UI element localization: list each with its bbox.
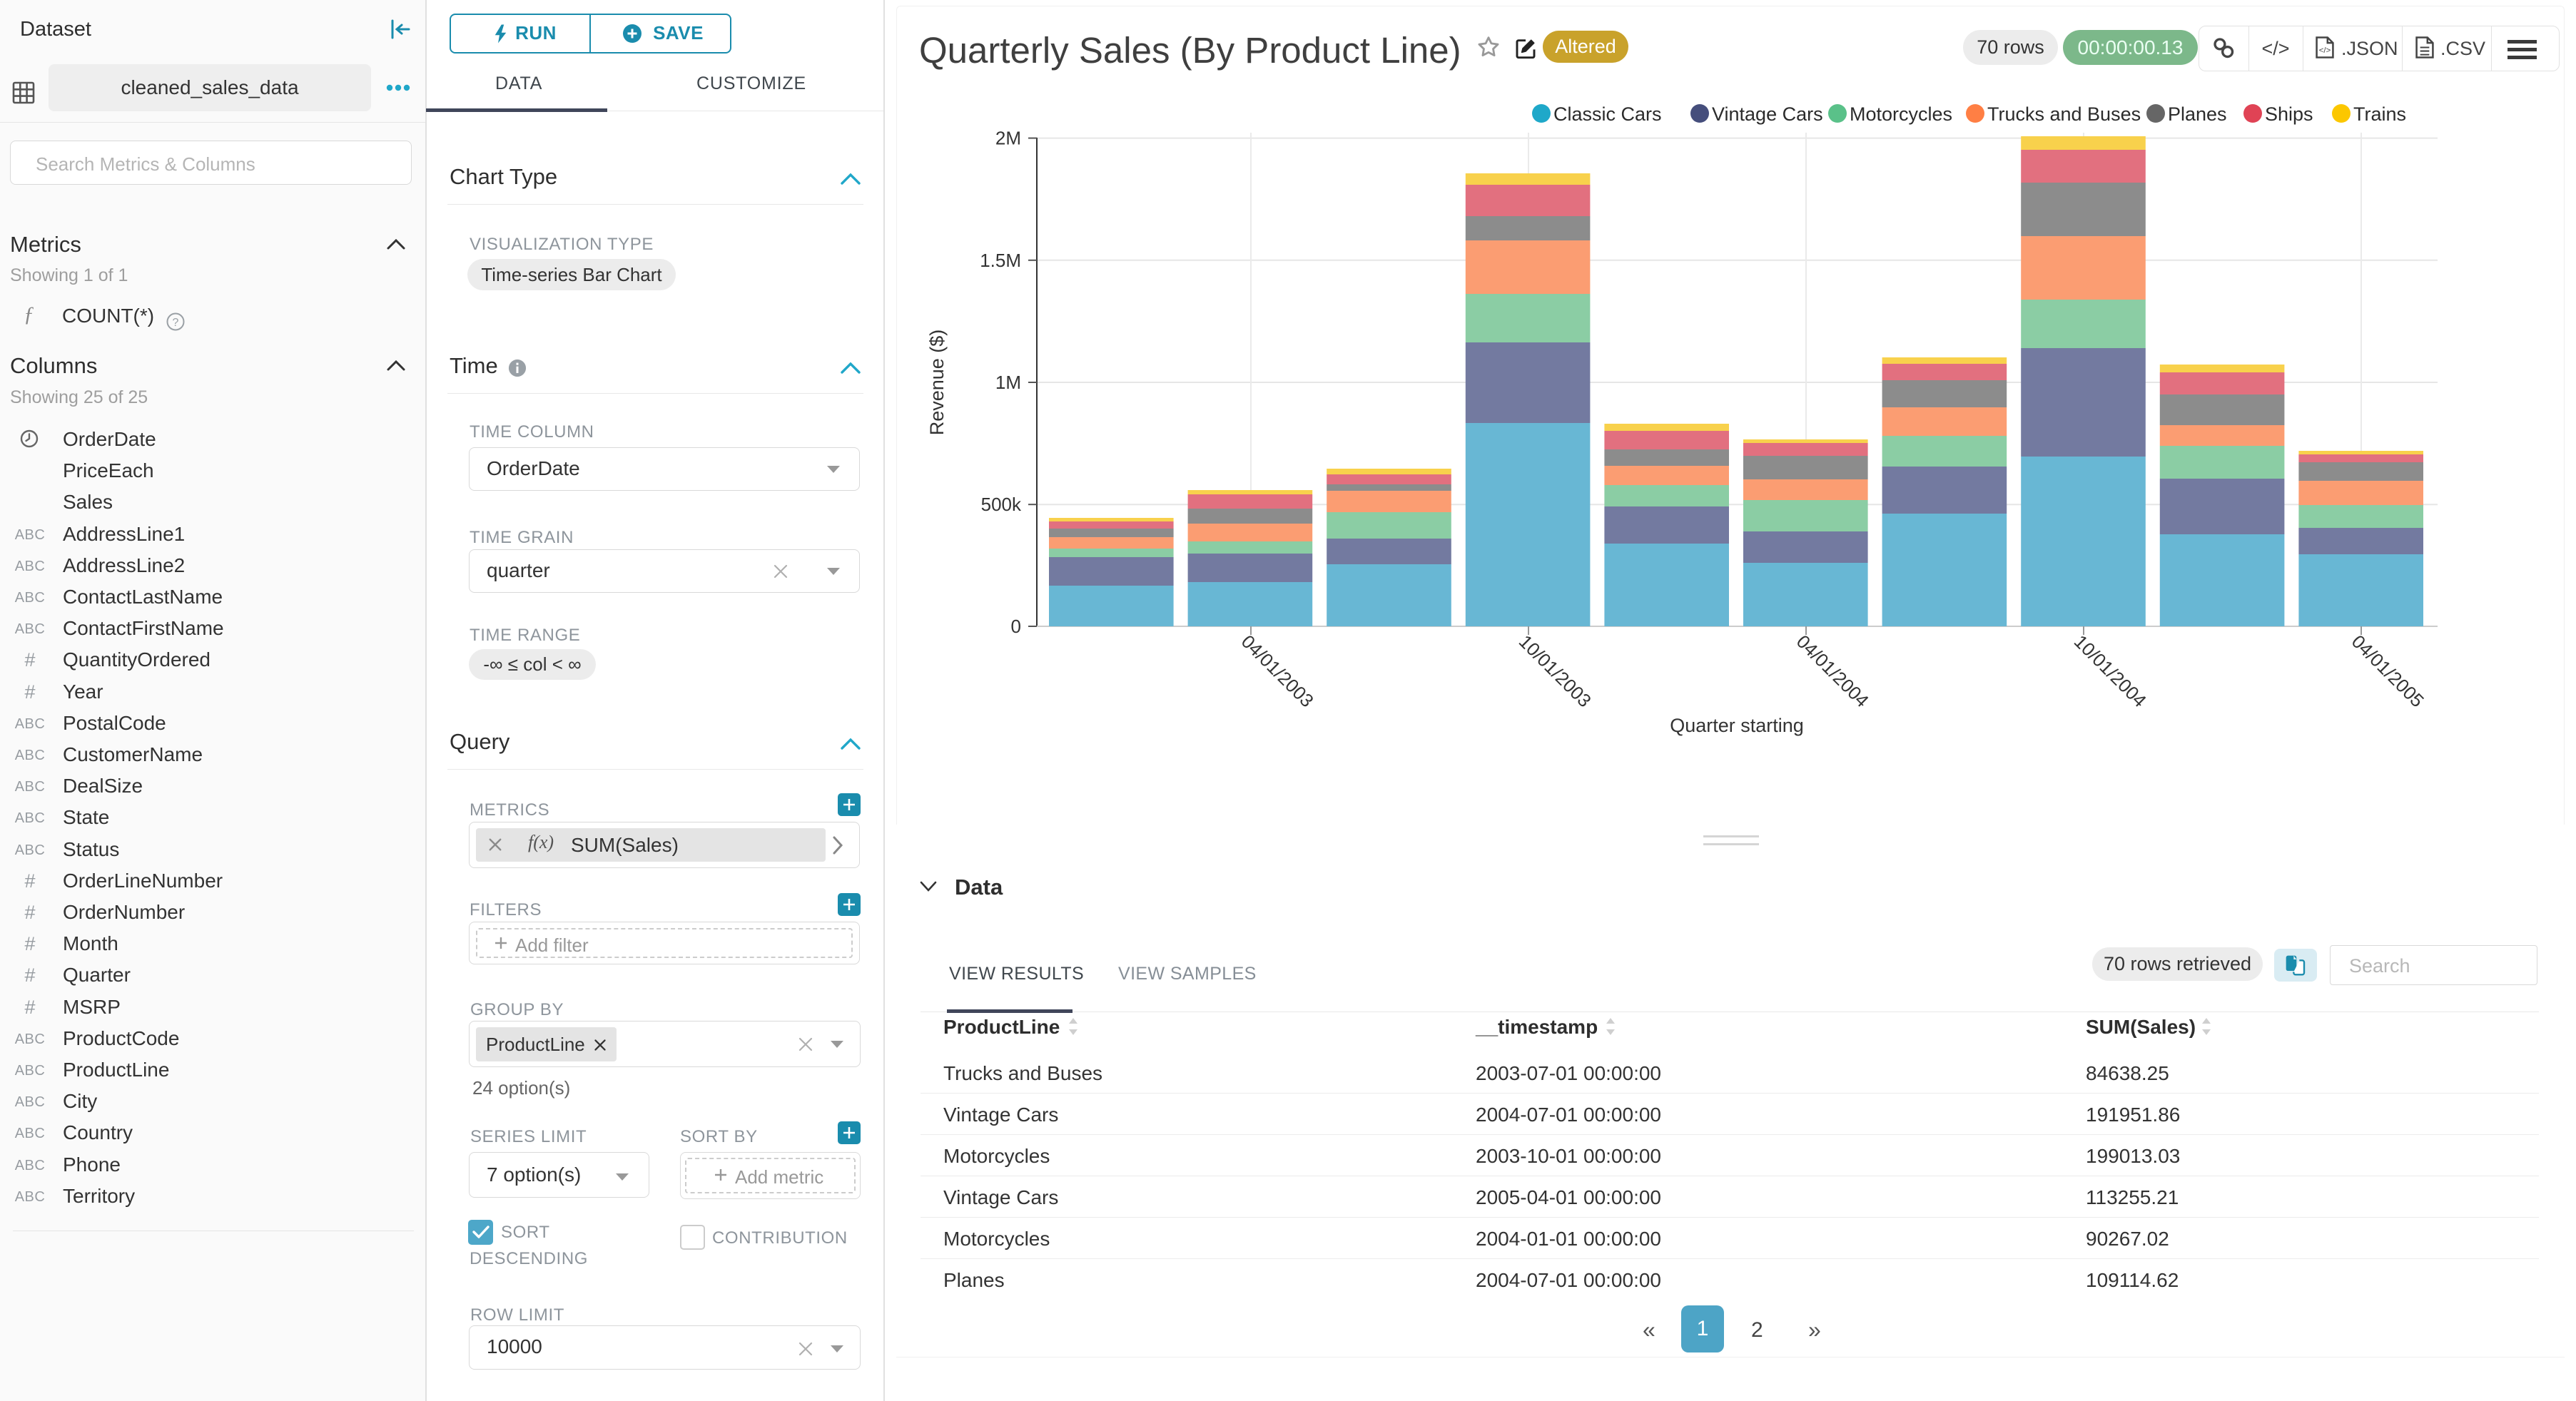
svg-text:Revenue ($): Revenue ($) (926, 330, 948, 436)
svg-text:04/01/2005: 04/01/2005 (2348, 631, 2428, 711)
svg-text:1M: 1M (995, 372, 1021, 393)
svg-text:Ships: Ships (2265, 103, 2313, 125)
svg-text:?: ? (173, 317, 179, 329)
svg-text:Planes: Planes (2168, 103, 2227, 125)
svg-text:10/01/2004: 10/01/2004 (2070, 631, 2151, 711)
svg-text:</>: </> (2319, 46, 2331, 55)
svg-text:500k: 500k (981, 494, 1022, 515)
svg-text:04/01/2004: 04/01/2004 (1792, 631, 1873, 711)
svg-text:04/01/2003: 04/01/2003 (1237, 631, 1318, 711)
svg-text:Classic Cars: Classic Cars (1553, 103, 1662, 125)
svg-text:Motorcycles: Motorcycles (1850, 103, 1952, 125)
svg-text:Vintage Cars: Vintage Cars (1712, 103, 1823, 125)
svg-text:2M: 2M (995, 128, 1021, 149)
svg-text:Trucks and Buses: Trucks and Buses (1987, 103, 2141, 125)
svg-text:0: 0 (1011, 616, 1021, 637)
svg-text:Trains: Trains (2353, 103, 2406, 125)
svg-text:10/01/2003: 10/01/2003 (1515, 631, 1596, 711)
svg-text:1.5M: 1.5M (980, 250, 1021, 271)
svg-text:Quarter starting: Quarter starting (1670, 715, 1804, 736)
